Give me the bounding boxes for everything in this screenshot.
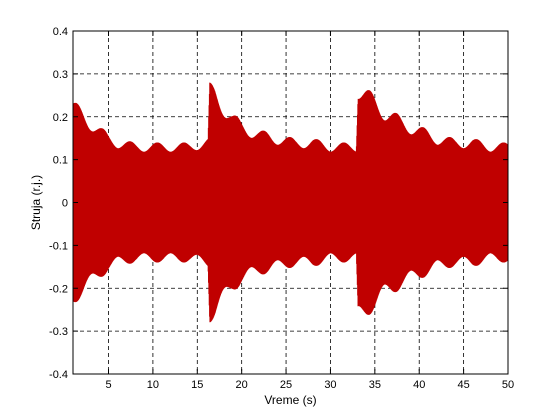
x-tick-label: 40 bbox=[413, 379, 425, 391]
ticks bbox=[73, 30, 509, 375]
y-tick-label: -0.4 bbox=[49, 369, 68, 381]
y-tick-label: 0 bbox=[62, 198, 68, 210]
x-axis-label: Vreme (s) bbox=[264, 393, 316, 407]
x-tick-label: 5 bbox=[105, 379, 111, 391]
x-tick-label: 15 bbox=[191, 379, 203, 391]
x-tick-label: 20 bbox=[236, 379, 248, 391]
y-tick-label: 0.3 bbox=[53, 69, 68, 81]
y-axis-label: Struja (r.j.) bbox=[29, 175, 43, 230]
y-tick-label: -0.2 bbox=[49, 283, 68, 295]
x-tick-label: 30 bbox=[324, 379, 336, 391]
x-tick-label: 35 bbox=[369, 379, 381, 391]
y-tick-label: 0.4 bbox=[53, 26, 68, 38]
y-tick-label: 0.1 bbox=[53, 155, 68, 167]
x-tick-label: 25 bbox=[280, 379, 292, 391]
y-tick-label: 0.2 bbox=[53, 112, 68, 124]
y-tick-label: -0.3 bbox=[49, 326, 68, 338]
signal-series bbox=[72, 82, 509, 323]
y-tick-label: -0.1 bbox=[49, 240, 68, 252]
tick-labels: 5 10 15 20 25 30 35 40 45 50 -0.4 -0.3 -0.2 -0.1 0 0.1 0… bbox=[49, 26, 514, 391]
x-tick-label: 10 bbox=[147, 379, 159, 391]
x-tick-label: 45 bbox=[457, 379, 469, 391]
x-tick-label: 50 bbox=[502, 379, 514, 391]
signal-line bbox=[72, 82, 509, 323]
